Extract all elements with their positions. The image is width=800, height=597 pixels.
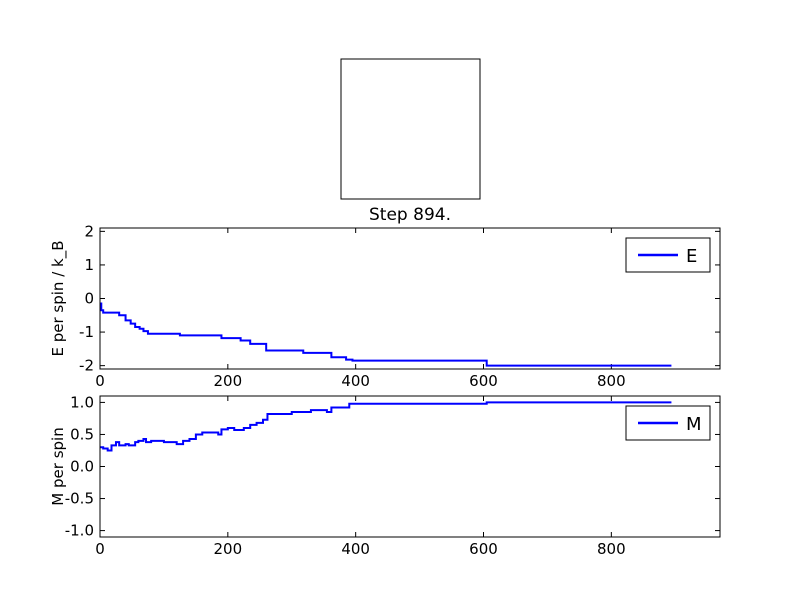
legend-label: M <box>686 414 702 435</box>
x-tick-label: 800 <box>597 540 626 558</box>
x-tick-label: 400 <box>341 540 370 558</box>
y-tick-label: 0 <box>84 290 94 308</box>
x-tick-label: 0 <box>95 540 105 558</box>
y-tick-label: 1.0 <box>70 393 94 411</box>
x-tick-label: 200 <box>214 540 243 558</box>
y-tick-label: 1 <box>84 256 94 274</box>
y-axis-label: E per spin / k_B <box>49 240 68 356</box>
y-tick-label: -1.0 <box>65 522 94 540</box>
x-tick-label: 600 <box>469 372 498 390</box>
x-tick-label: 200 <box>214 372 243 390</box>
y-tick-label: 0.0 <box>70 458 94 476</box>
y-tick-label: -0.5 <box>65 490 94 508</box>
legend-label: E <box>686 246 697 267</box>
x-tick-label: 800 <box>597 372 626 390</box>
x-tick-label: 600 <box>469 540 498 558</box>
y-tick-label: 0.5 <box>70 425 94 443</box>
x-tick-label: 400 <box>341 372 370 390</box>
image-panel <box>340 58 481 200</box>
plot-frame <box>99 227 721 370</box>
y-tick-label: 2 <box>84 222 94 240</box>
y-tick-label: -2 <box>79 357 94 375</box>
plot-frame <box>99 395 721 538</box>
data-line <box>100 401 672 452</box>
chart-title: Step 894. <box>369 205 451 225</box>
x-tick-label: 0 <box>95 372 105 390</box>
y-tick-label: -1 <box>79 323 94 341</box>
y-axis-label: M per spin <box>49 427 67 505</box>
data-line <box>100 302 672 367</box>
